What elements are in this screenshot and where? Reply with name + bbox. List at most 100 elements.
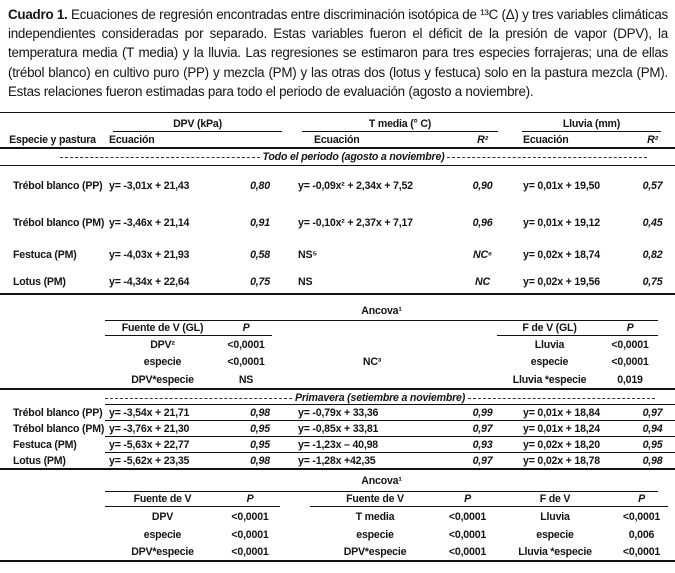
ancova2-left-p-header: P	[246, 493, 254, 505]
table-bottom-rule	[0, 560, 675, 562]
lluvia-r2-cell: 0,94	[642, 423, 663, 435]
lluvia-r2-cell: 0,57	[642, 180, 663, 192]
ancova2-left-header: Fuente de V	[133, 493, 192, 505]
ancova2-middle-p-header: P	[464, 493, 471, 505]
regression-row: Festuca (PM) y= -4,03x + 21,93 0,58 NS⁵ …	[0, 239, 675, 271]
tmedia-r2-cell: 0,97	[472, 423, 493, 435]
tmedia-equation-cell: NS	[298, 276, 313, 288]
source-cell: Lluvia *especie	[518, 545, 592, 558]
middle-pair: especie <0,0001	[310, 529, 495, 541]
dash-filler	[105, 397, 292, 399]
source-cell: DPV	[151, 510, 174, 523]
ancova2-title: Ancova¹	[361, 475, 402, 487]
header-row: Especie y pastura Ecuación Ecuación R² E…	[0, 132, 675, 147]
lluvia-equation-cell: y= 0,02x + 18,20	[523, 439, 600, 451]
regression-row: Trébol blanco (PM) y= -3,46x + 21,14 0,9…	[0, 206, 675, 239]
p-value-cell: 0,019	[617, 373, 643, 386]
caption-label: Cuadro 1.	[8, 7, 68, 22]
section-label-text: Todo el periodo (agosto a noviembre)	[262, 151, 445, 163]
dash-filler	[468, 397, 656, 399]
p-value-cell: <0,0001	[611, 356, 649, 368]
regression-row: Trébol blanco (PP) y= -3,54x + 21,71 0,9…	[0, 405, 675, 421]
regression-row: Lotus (PM) y= -5,62x + 23,35 0,98 y= -1,…	[0, 453, 675, 468]
species-cell: Festuca (PM)	[13, 439, 77, 451]
source-cell: especie	[143, 356, 182, 368]
species-cell: Festuca (PM)	[13, 249, 77, 261]
header-species: Especie y pastura	[9, 133, 96, 146]
header-equation-lluvia: Ecuación	[523, 133, 569, 146]
section-rule	[0, 468, 675, 470]
section-rule	[0, 293, 675, 295]
p-value-cell: 0,006	[628, 528, 655, 541]
species-cell: Lotus (PM)	[13, 276, 66, 288]
source-cell: especie	[356, 528, 394, 541]
dpv-r2-cell: 0,80	[250, 180, 270, 192]
p-value-cell: <0,0001	[227, 338, 265, 351]
col-group-dpv: DPV (kPa)	[105, 118, 290, 132]
dpv-r2-cell: 0,91	[250, 216, 270, 229]
tmedia-r2-cell: 0,99	[472, 407, 493, 419]
header-r2-lluvia: R²	[647, 133, 658, 146]
tmedia-equation-cell: y= -0,85x + 33,81	[298, 423, 379, 435]
regression-row: Lotus (PM) y= -4,34x + 22,64 0,75 NS NC …	[0, 271, 675, 293]
regression-table: DPV (kPa) T media (° C) Lluvia (mm) Espe…	[0, 112, 675, 562]
right-pair: Lluvia *especie <0,0001	[495, 546, 668, 558]
lluvia-r2-cell: 0,75	[642, 276, 663, 288]
lluvia-r2-cell: 0,82	[642, 249, 663, 261]
p-value-cell: <0,0001	[448, 545, 487, 558]
tmedia-equation-cell: y= -1,28x +42,35	[298, 454, 376, 467]
table-caption: Cuadro 1. Ecuaciones de regresión encont…	[8, 5, 668, 101]
left-pair: DPV*especie <0,0001	[105, 546, 280, 558]
lluvia-equation-cell: y= 0,01x + 18,24	[523, 423, 600, 435]
tmedia-r2-cell: 0,96	[472, 216, 493, 229]
species-cell: Trébol blanco (PM)	[13, 216, 105, 229]
ancova1-left-header: Fuente de V (GL)	[121, 322, 204, 334]
source-cell: DPV*especie	[131, 545, 194, 558]
p-value-cell: <0,0001	[448, 528, 487, 541]
p-value-cell: <0,0001	[611, 338, 649, 351]
p-value-cell: <0,0001	[448, 510, 487, 523]
tmedia-r2-cell: 0,93	[472, 439, 493, 451]
col-group-lluvia: Lluvia (mm)	[510, 118, 675, 132]
dpv-r2-cell: 0,95	[250, 439, 270, 451]
species-cell: Trébol blanco (PP)	[13, 180, 103, 192]
dash-filler	[447, 157, 647, 158]
ancova2-right-header: F de V	[539, 493, 571, 505]
dpv-r2-cell: 0,98	[250, 407, 270, 419]
source-cell: especie	[530, 356, 569, 368]
lluvia-r2-cell: 0,95	[642, 439, 663, 451]
col-group-lluvia-label: Lluvia (mm)	[522, 118, 661, 132]
regression-row: Festuca (PM) y= -5,63x + 22,77 0,95 y= -…	[0, 437, 675, 453]
ancova2-row: especie <0,0001 especie <0,0001 especie 0,0…	[0, 526, 675, 543]
lluvia-equation-cell: y= 0,02x + 19,56	[523, 276, 600, 288]
ancova-block-2: Ancova¹ Fuente de V P Fuente de V P F de…	[0, 470, 675, 560]
dpv-equation-cell: y= -3,54x + 21,71	[109, 407, 190, 419]
source-cell: Lluvia *especie	[512, 373, 587, 386]
tmedia-r2-cell: 0,90	[472, 180, 493, 192]
header-equation-dpv: Ecuación	[109, 133, 155, 146]
section-label-text: Primavera (setiembre a noviembre)	[294, 391, 466, 404]
tmedia-equation-cell: y= -1,23x – 40,98	[298, 439, 378, 451]
p-value-cell: <0,0001	[227, 356, 265, 368]
ancova1-left-p-header: P	[242, 322, 250, 334]
ancova2-middle-group: Fuente de V P	[310, 493, 495, 507]
lluvia-equation-cell: y= 0,01x + 19,50	[523, 180, 600, 192]
source-cell: Lluvia	[540, 510, 570, 523]
col-group-tmedia: T media (° C)	[290, 118, 510, 132]
ancova2-middle-header: Fuente de V	[346, 493, 404, 505]
ancova1-row: DPV² <0,0001 Lluvia <0,0001	[0, 336, 675, 353]
dpv-r2-cell: 0,98	[250, 454, 270, 467]
tmedia-equation-cell: y= -0,09x² + 2,34x + 7,52	[298, 180, 413, 192]
source-cell: DPV*especie	[131, 373, 194, 386]
p-value-cell: <0,0001	[622, 545, 661, 558]
source-cell: DPV²	[150, 338, 175, 351]
tmedia-r2-cell: 0,97	[472, 454, 493, 467]
lluvia-equation-cell: y= 0,01x + 19,12	[523, 216, 600, 229]
partial-rule	[105, 420, 675, 421]
nc-note-cell: NC³	[362, 356, 382, 368]
ancova2-title-rule	[105, 491, 658, 492]
partial-rule	[105, 436, 675, 437]
tmedia-equation-cell: NS⁵	[298, 249, 318, 261]
middle-pair: T media <0,0001	[310, 511, 495, 523]
